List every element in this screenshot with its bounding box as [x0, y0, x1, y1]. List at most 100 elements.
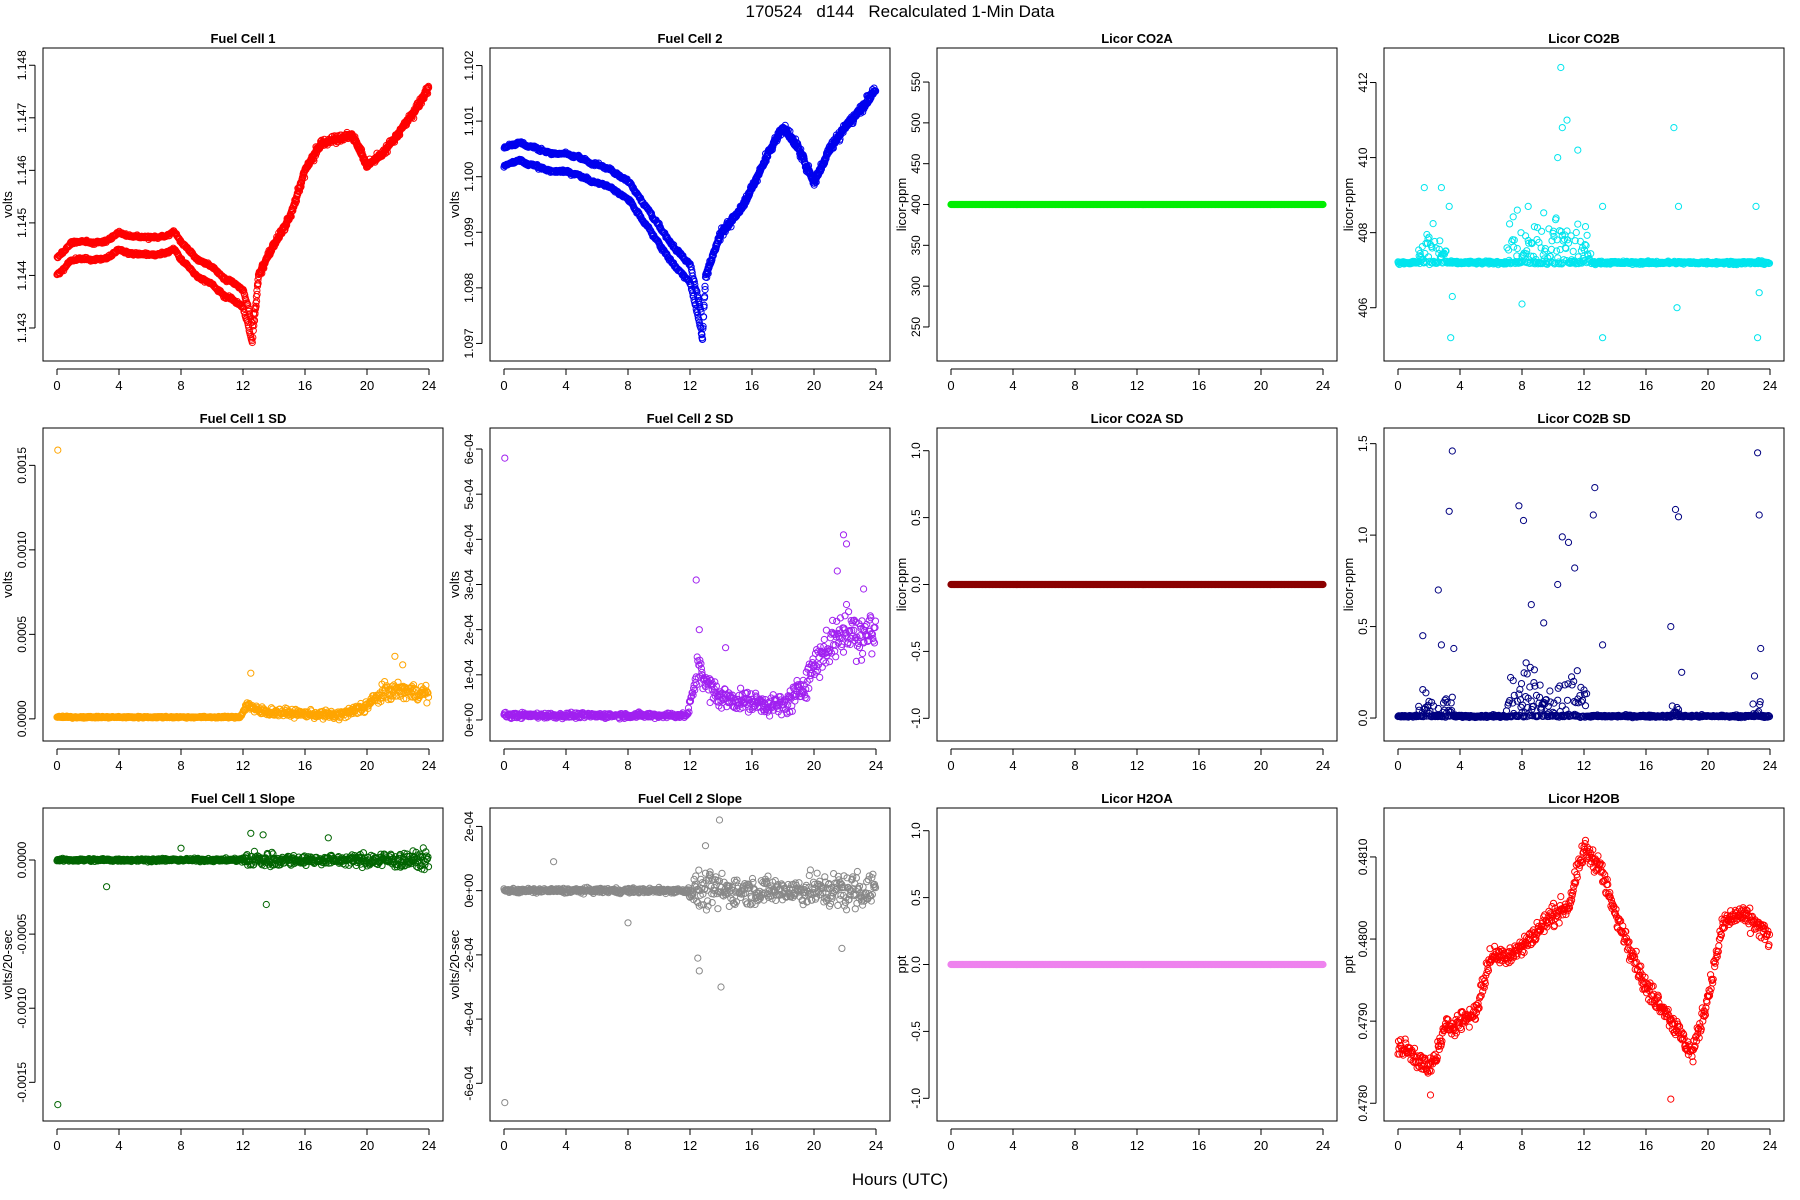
- data-point: [1554, 154, 1562, 162]
- y-tick-label: 410: [1356, 147, 1370, 167]
- data-point: [252, 302, 260, 310]
- data-point: [1583, 231, 1591, 239]
- plot-box: [42, 47, 444, 362]
- y-tick-label: 412: [1356, 72, 1370, 92]
- plot-box: [1383, 47, 1785, 362]
- x-tick-label: 4: [1009, 378, 1016, 393]
- x-tick-label: 8: [177, 758, 184, 773]
- x-tick-label: 20: [1254, 378, 1268, 393]
- x-tick-label: 24: [869, 378, 883, 393]
- data-point: [1420, 184, 1428, 192]
- x-tick-label: 4: [562, 378, 569, 393]
- x-tick-label: 12: [236, 758, 250, 773]
- data-point: [240, 308, 249, 316]
- data-point: [1518, 300, 1526, 308]
- y-tick-label: 406: [1356, 297, 1370, 317]
- x-tick-label: 4: [1456, 378, 1463, 393]
- x-tick-label: 4: [115, 758, 122, 773]
- data-point: [54, 446, 62, 454]
- x-tick-label: 12: [236, 378, 250, 393]
- y-tick-label: 0.0015: [15, 447, 29, 484]
- x-tick-label: 8: [1071, 378, 1078, 393]
- x-tick-label: 16: [745, 378, 759, 393]
- data-point: [1563, 116, 1571, 124]
- y-tick-label: 1.146: [15, 155, 29, 185]
- x-tick-label: 24: [1763, 378, 1777, 393]
- y-tick-label: 1.097: [462, 328, 476, 358]
- panel-title: Fuel Cell 1: [210, 31, 275, 46]
- data-point: [1558, 124, 1566, 132]
- y-tick-label: 0.0000: [15, 700, 29, 737]
- x-tick-label: 0: [53, 758, 60, 773]
- data-point: [253, 297, 261, 305]
- data-point: [1572, 228, 1580, 237]
- data-point: [1429, 220, 1437, 228]
- points: [1394, 63, 1774, 342]
- data-point: [1510, 243, 1518, 251]
- data-point: [250, 322, 258, 330]
- data-point: [247, 669, 255, 677]
- x-tick-label: 0: [1394, 378, 1401, 393]
- y-tick-label: 350: [909, 235, 923, 255]
- y-tick-label: 1.102: [462, 50, 476, 80]
- points: [53, 82, 433, 347]
- data-point: [289, 207, 297, 215]
- data-point: [1670, 124, 1678, 132]
- y-tick-label: 300: [909, 276, 923, 296]
- y-tick-label: 1.099: [462, 217, 476, 247]
- figure-title: 170524 d144 Recalculated 1-Min Data: [745, 2, 1055, 21]
- points: [947, 200, 1327, 209]
- y-tick-label: 1.147: [15, 102, 29, 132]
- x-tick-label: 16: [1639, 378, 1653, 393]
- data-point: [1755, 289, 1763, 297]
- x-tick-label: 12: [1130, 378, 1144, 393]
- data-point: [1319, 200, 1327, 209]
- data-point: [253, 290, 261, 298]
- x-tick-label: 16: [1192, 378, 1206, 393]
- x-tick-label: 12: [683, 758, 697, 773]
- x-tick-label: 0: [500, 378, 507, 393]
- data-point: [244, 300, 252, 308]
- x-tick-label: 16: [298, 378, 312, 393]
- data-point: [254, 279, 262, 287]
- y-tick-label: 250: [909, 317, 923, 337]
- x-tick-label: 8: [624, 758, 631, 773]
- data-point: [1599, 202, 1607, 210]
- data-point: [1581, 223, 1590, 231]
- y-tick-label: 408: [1356, 222, 1370, 242]
- x-tick-label: 4: [562, 758, 569, 773]
- y-tick-label: 1.145: [15, 208, 29, 238]
- y-tick-label: 500: [909, 113, 923, 133]
- y-tick-label: 1.100: [462, 161, 476, 191]
- x-tick-label: 24: [422, 758, 436, 773]
- data-point: [1674, 202, 1683, 210]
- y-tick-label: 400: [909, 194, 923, 214]
- x-tick-label: 20: [360, 758, 374, 773]
- data-point: [1437, 184, 1446, 192]
- x-tick-label: 20: [807, 378, 821, 393]
- panel-title: Licor CO2B: [1548, 31, 1620, 46]
- data-point: [1599, 334, 1607, 342]
- x-tick-label: 12: [683, 378, 697, 393]
- y-axis-label: licor-ppm: [1341, 178, 1356, 231]
- y-tick-label: 0.0010: [15, 531, 29, 568]
- x-tick-label: 0: [947, 378, 954, 393]
- data-point: [1509, 213, 1517, 221]
- data-point: [391, 652, 399, 660]
- y-tick-label: 1.101: [462, 106, 476, 136]
- data-point: [1574, 146, 1582, 154]
- x-tick-label: 12: [1577, 378, 1591, 393]
- data-point: [1524, 202, 1532, 210]
- data-point: [1447, 334, 1455, 342]
- x-tick-label: 0: [500, 758, 507, 773]
- y-axis-label: licor-ppm: [894, 178, 909, 231]
- points: [500, 84, 880, 343]
- data-point: [249, 327, 257, 335]
- y-axis-label: volts: [0, 571, 15, 598]
- data-point: [1569, 247, 1577, 255]
